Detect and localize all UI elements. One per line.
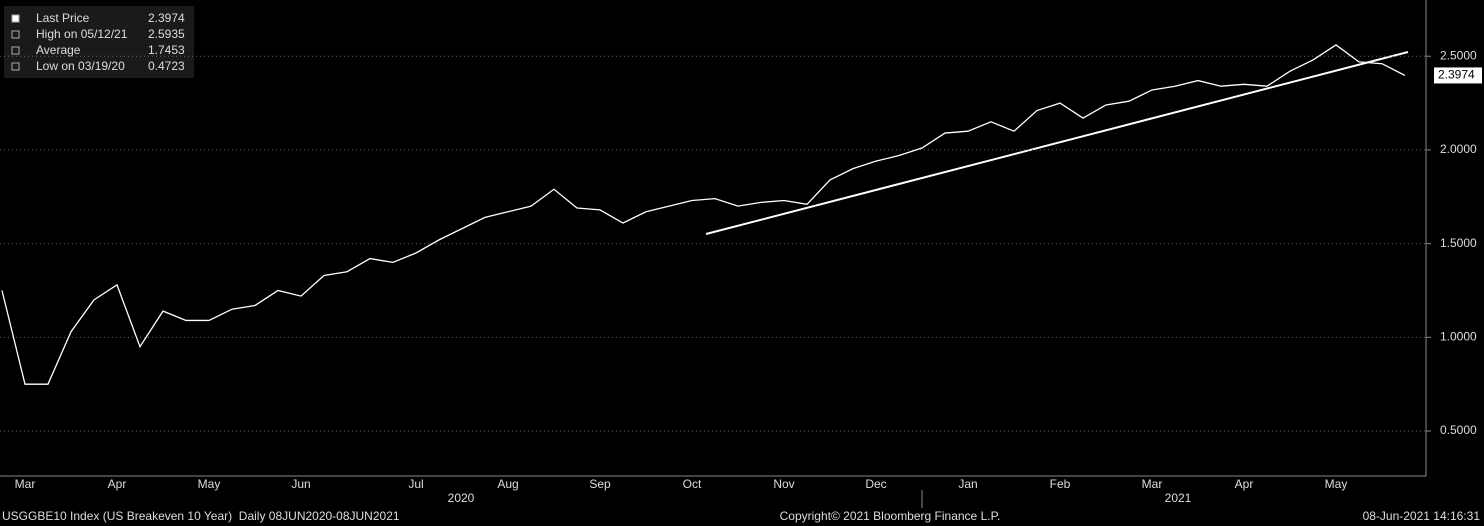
- legend-icon: [11, 46, 20, 55]
- y-tick-label: 0.5000: [1440, 423, 1477, 437]
- legend-label: Average: [36, 43, 81, 57]
- year-label: 2021: [1165, 491, 1192, 505]
- legend-box: [4, 6, 194, 78]
- legend-label: High on 05/12/21: [36, 27, 128, 41]
- x-tick-label: Nov: [773, 477, 794, 491]
- price-line: [1, 44, 1406, 385]
- year-label: 2020: [448, 491, 475, 505]
- trend-line: [705, 51, 1409, 235]
- x-tick-label: Dec: [865, 477, 886, 491]
- x-tick-label: May: [198, 477, 221, 491]
- x-tick-label: Mar: [1142, 477, 1163, 491]
- x-tick-label: Oct: [683, 477, 702, 491]
- x-tick-label: Jul: [408, 477, 423, 491]
- x-tick-label: Sep: [589, 477, 611, 491]
- x-tick-label: Apr: [1235, 477, 1254, 491]
- footer-center: Copyright© 2021 Bloomberg Finance L.P.: [780, 509, 1001, 523]
- x-tick-label: Aug: [497, 477, 518, 491]
- x-tick-label: May: [1325, 477, 1348, 491]
- legend-icon: [11, 30, 20, 39]
- y-tick-label: 1.0000: [1440, 329, 1477, 343]
- legend-label: Last Price: [36, 11, 90, 25]
- legend-value: 2.5935: [148, 27, 185, 41]
- footer-left: USGGBE10 Index (US Breakeven 10 Year) Da…: [2, 509, 400, 523]
- legend-value: 2.3974: [148, 11, 185, 25]
- x-tick-label: Jan: [958, 477, 977, 491]
- legend-label: Low on 03/19/20: [36, 59, 125, 73]
- x-tick-label: Apr: [108, 477, 127, 491]
- x-tick-label: Feb: [1050, 477, 1071, 491]
- footer-right: 08-Jun-2021 14:16:31: [1363, 509, 1481, 523]
- x-tick-label: Jun: [291, 477, 310, 491]
- legend-value: 0.4723: [148, 59, 185, 73]
- last-price-label: 2.3974: [1438, 68, 1475, 82]
- y-tick-label: 1.5000: [1440, 236, 1477, 250]
- x-tick-label: Mar: [15, 477, 36, 491]
- legend-icon: [11, 62, 20, 71]
- last-price-box: [1434, 67, 1482, 84]
- legend-icon: [11, 14, 20, 23]
- legend-value: 1.7453: [148, 43, 185, 57]
- y-tick-label: 2.0000: [1440, 142, 1477, 156]
- y-tick-label: 2.5000: [1440, 48, 1477, 62]
